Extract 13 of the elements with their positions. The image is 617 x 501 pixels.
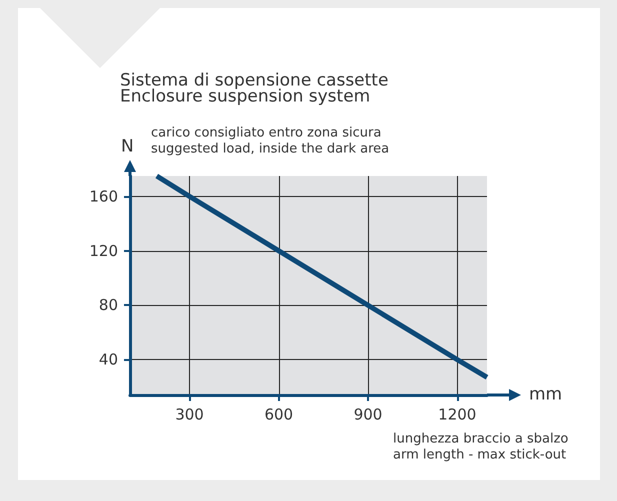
y-axis-title: N [121, 136, 134, 156]
x-tick-label: 600 [264, 406, 294, 424]
text: carico consigliato entro zona sicura suggested load, inside the dark area [151, 126, 390, 156]
y-tick-label: 160 [89, 187, 118, 206]
y-tick-label: 40 [98, 350, 118, 369]
text: lunghezza braccio a sbalzo arm length - max stick-out [393, 432, 568, 462]
x-tick-label: 300 [175, 406, 204, 424]
y-tick-label: 80 [98, 296, 118, 314]
x-axis-title: mm [529, 384, 562, 404]
y-tick-label: 120 [89, 242, 118, 260]
chart-subtitle: Enclosure suspension system [120, 86, 370, 106]
x-tick-label: 1200 [438, 406, 476, 424]
x-tick-label: 900 [354, 406, 382, 424]
